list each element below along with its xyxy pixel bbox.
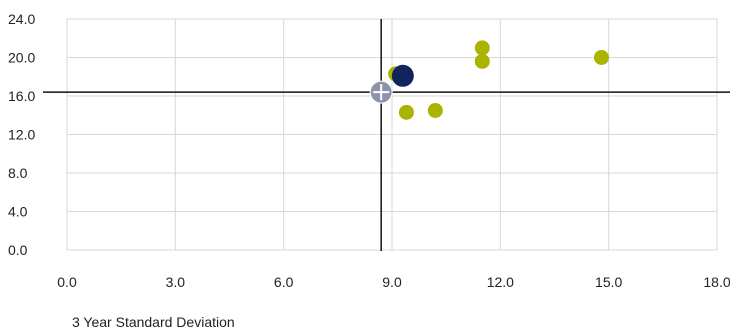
x-axis-title: 3 Year Standard Deviation <box>72 314 235 330</box>
x-tick-label: 15.0 <box>595 274 622 290</box>
peer-point <box>593 50 609 65</box>
y-tick-label: 20.0 <box>8 50 35 66</box>
x-tick-label: 0.0 <box>57 274 77 290</box>
x-tick-label: 3.0 <box>166 274 186 290</box>
y-tick-label: 8.0 <box>8 165 28 181</box>
y-tick-label: 4.0 <box>8 204 28 220</box>
y-axis-tick-labels: 0.0 4.0 8.0 12.0 16.0 20.0 24.0 <box>8 11 35 258</box>
y-tick-label: 24.0 <box>8 11 35 27</box>
fund-point <box>391 64 414 87</box>
peer-point <box>427 102 443 118</box>
gridlines <box>66 18 718 251</box>
y-tick-label: 12.0 <box>8 127 35 143</box>
x-tick-label: 18.0 <box>703 274 730 290</box>
y-tick-label: 0.0 <box>8 242 28 258</box>
peer-point <box>474 53 490 69</box>
peer-point <box>398 104 414 120</box>
x-tick-label: 6.0 <box>274 274 294 290</box>
x-tick-label: 12.0 <box>487 274 514 290</box>
x-tick-label: 9.0 <box>382 274 402 290</box>
benchmark-point <box>369 80 393 104</box>
y-tick-label: 16.0 <box>8 88 35 104</box>
peer-point <box>474 40 490 56</box>
data-points <box>369 40 609 120</box>
x-axis-tick-labels: 0.0 3.0 6.0 9.0 12.0 15.0 18.0 <box>57 274 730 290</box>
